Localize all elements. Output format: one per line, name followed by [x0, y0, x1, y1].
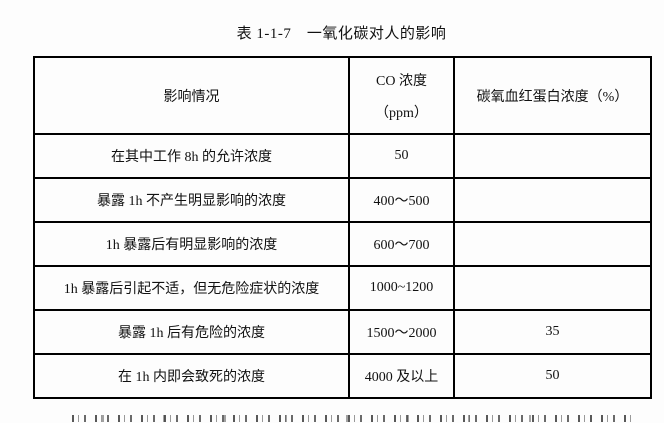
co-ppm-cell: 50: [348, 133, 455, 179]
header-carboxyhemoglobin: 碳氧血红蛋白浓度（%）: [453, 56, 652, 135]
effect-cell: 1h 暴露后引起不适，但无危险症状的浓度: [33, 265, 350, 311]
header-effect-situation: 影响情况: [33, 56, 350, 135]
table-row: 暴露 1h 后有危险的浓度 1500～2000 35: [33, 309, 652, 355]
cohb-cell: 50: [453, 353, 652, 399]
effect-cell: 暴露 1h 后有危险的浓度: [33, 309, 350, 355]
co-ppm-cell: 4000 及以上: [348, 353, 455, 399]
clipped-text-line: [72, 415, 634, 422]
table-row: 暴露 1h 不产生明显影响的浓度 400～500: [33, 177, 652, 223]
co-ppm-cell: 400～500: [348, 177, 455, 223]
header-co-line2: （ppm）: [375, 105, 428, 121]
co-ppm-cell: 600～700: [348, 221, 455, 267]
effect-cell: 1h 暴露后有明显影响的浓度: [33, 221, 350, 267]
co-ppm-cell: 1500～2000: [348, 309, 455, 355]
effect-cell: 暴露 1h 不产生明显影响的浓度: [33, 177, 350, 223]
cohb-cell: [453, 133, 652, 179]
table-row: 1h 暴露后引起不适，但无危险症状的浓度 1000~1200: [33, 265, 652, 311]
effect-cell: 在 1h 内即会致死的浓度: [33, 353, 350, 399]
header-row: 影响情况 CO 浓度 （ppm） 碳氧血红蛋白浓度（%）: [33, 56, 652, 135]
effect-cell: 在其中工作 8h 的允许浓度: [33, 133, 350, 179]
header-co-line1: CO 浓度: [376, 73, 427, 89]
header-co-concentration: CO 浓度 （ppm）: [348, 56, 455, 135]
table-caption: 表 1-1-7 一氧化碳对人的影响: [236, 26, 447, 42]
cohb-cell: [453, 177, 652, 223]
cohb-cell: [453, 265, 652, 311]
co-effects-table: 影响情况 CO 浓度 （ppm） 碳氧血红蛋白浓度（%） 在其中工作 8h 的允…: [33, 56, 652, 399]
cohb-cell: [453, 221, 652, 267]
cohb-cell: 35: [453, 309, 652, 355]
co-ppm-cell: 1000~1200: [348, 265, 455, 311]
table-row: 在其中工作 8h 的允许浓度 50: [33, 133, 652, 179]
table-row: 在 1h 内即会致死的浓度 4000 及以上 50: [33, 353, 652, 399]
table-row: 1h 暴露后有明显影响的浓度 600～700: [33, 221, 652, 267]
